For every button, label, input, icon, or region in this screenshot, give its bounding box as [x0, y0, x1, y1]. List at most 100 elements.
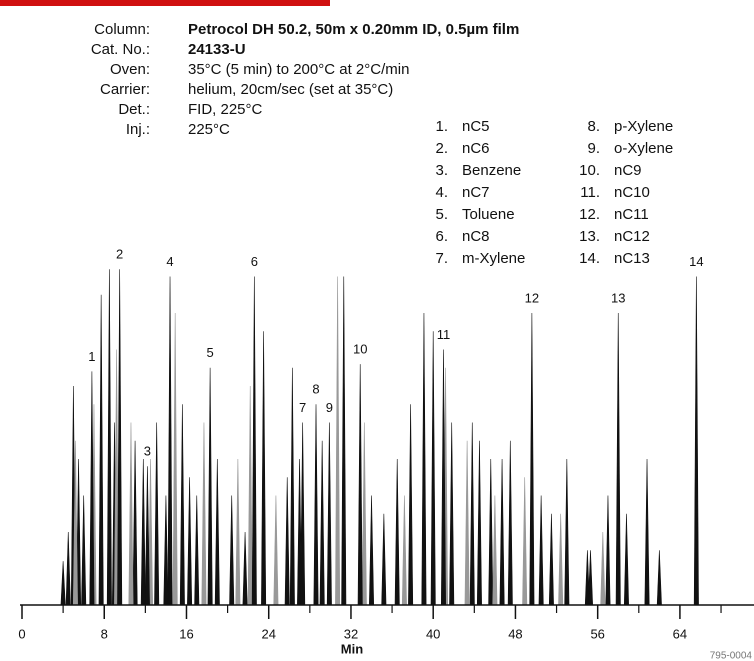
- legend-name: nC9: [614, 162, 642, 179]
- peak: [430, 331, 436, 606]
- legend-number: 8.: [587, 118, 600, 135]
- legend-name: nC6: [462, 140, 490, 157]
- peak: [401, 495, 407, 606]
- peak: [98, 294, 104, 606]
- x-tick-label: 16: [179, 626, 193, 641]
- x-tick-label: 56: [590, 626, 604, 641]
- legend-number: 11.: [580, 184, 600, 201]
- peak: [163, 495, 169, 606]
- legend-number: 2.: [435, 140, 448, 157]
- peak: [558, 513, 564, 606]
- info-label: Cat. No.:: [91, 41, 150, 58]
- info-value: 35°C (5 min) to 200°C at 2°C/min: [188, 61, 409, 78]
- peak: [449, 422, 455, 606]
- info-value: Petrocol DH 50.2, 50m x 0.20mm ID, 0.5µm…: [188, 21, 519, 38]
- legend-number: 1.: [435, 118, 448, 135]
- peak: [214, 458, 220, 606]
- peak-label: 2: [116, 247, 123, 262]
- peak: [492, 495, 498, 606]
- peak: [335, 276, 341, 606]
- peak: [587, 550, 593, 606]
- peak: [538, 495, 544, 606]
- legend-name: m-Xylene: [462, 250, 525, 267]
- legend-name: Toluene: [462, 206, 515, 223]
- legend-name: Benzene: [462, 162, 521, 179]
- x-tick-label: 48: [508, 626, 522, 641]
- legend-number: 9.: [587, 140, 600, 157]
- legend-name: nC11: [614, 206, 649, 223]
- peak-label: 4: [166, 254, 173, 269]
- legend-name: p-Xylene: [614, 118, 673, 135]
- legend-number: 12.: [579, 206, 600, 223]
- peak: [507, 440, 513, 606]
- legend-number: 13.: [579, 228, 600, 245]
- peak: [106, 269, 112, 606]
- peak-label: 3: [144, 444, 151, 459]
- info-value: FID, 225°C: [188, 101, 263, 118]
- peak: [172, 312, 178, 606]
- peak: [229, 495, 235, 606]
- peak: [408, 404, 414, 606]
- peak: [273, 495, 279, 606]
- peak: [81, 495, 87, 606]
- peak: [548, 513, 554, 606]
- info-value: 225°C: [188, 121, 230, 138]
- peak: [564, 458, 570, 606]
- legend-number: 3.: [435, 162, 448, 179]
- peak: [522, 477, 528, 606]
- peak: [187, 477, 193, 606]
- footnote: 795-0004: [710, 651, 753, 661]
- info-label: Inj.:: [126, 121, 150, 138]
- peak: [60, 561, 66, 606]
- title-strip: [0, 0, 330, 6]
- info-value: helium, 20cm/sec (set at 35°C): [188, 81, 393, 98]
- labeled-peak: [207, 367, 213, 606]
- peak-label: 14: [689, 254, 703, 269]
- peak: [394, 458, 400, 606]
- peak: [154, 422, 160, 606]
- peak: [179, 404, 185, 606]
- legend-name: nC13: [614, 250, 650, 267]
- peak-label: 5: [207, 345, 214, 360]
- peak: [600, 531, 606, 606]
- peak: [261, 331, 267, 606]
- peak: [499, 458, 505, 606]
- peak: [369, 495, 375, 606]
- x-tick-label: 40: [426, 626, 440, 641]
- peak-label: 7: [299, 400, 306, 415]
- legend-name: nC7: [462, 184, 490, 201]
- x-tick-label: 0: [18, 626, 25, 641]
- legend-number: 14.: [579, 250, 600, 267]
- peak: [242, 531, 248, 606]
- legend-name: o-Xylene: [614, 140, 673, 157]
- x-tick-label: 32: [344, 626, 358, 641]
- info-value: 24133-U: [188, 41, 246, 58]
- info-label: Det.:: [118, 101, 150, 118]
- legend-name: nC10: [614, 184, 650, 201]
- x-tick-label: 24: [261, 626, 275, 641]
- labeled-peak: [167, 276, 173, 606]
- labeled-peak: [693, 276, 699, 606]
- labeled-peak: [357, 364, 363, 606]
- peak: [140, 458, 146, 606]
- peak: [201, 422, 207, 606]
- legend-number: 5.: [435, 206, 448, 223]
- peak-label: 13: [611, 290, 625, 305]
- labeled-peak: [300, 422, 306, 606]
- labeled-peak: [529, 312, 535, 606]
- legend-name: nC8: [462, 228, 490, 245]
- legend-number: 4.: [435, 184, 448, 201]
- labeled-peak: [326, 422, 332, 606]
- peak: [132, 440, 138, 606]
- peak: [623, 513, 629, 606]
- labeled-peak: [251, 276, 257, 606]
- peak: [235, 458, 241, 606]
- peak: [381, 513, 387, 606]
- labeled-peak: [144, 466, 150, 606]
- peak: [644, 458, 650, 606]
- peak: [421, 312, 427, 606]
- legend-name: nC5: [462, 118, 490, 135]
- peak: [656, 550, 662, 606]
- peak: [319, 440, 325, 606]
